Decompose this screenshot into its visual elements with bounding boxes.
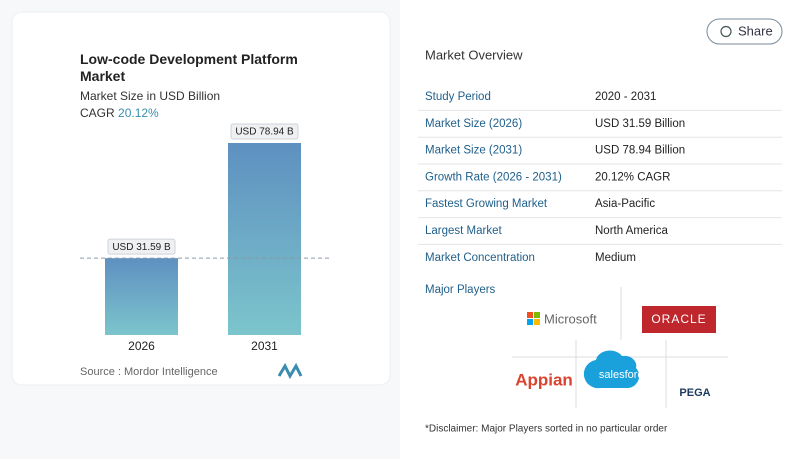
row-value: North America: [595, 225, 668, 237]
player-logo: Microsoft: [544, 311, 597, 326]
player-logo: ORACLE: [651, 312, 706, 326]
value-label: USD 78.94 B: [235, 127, 294, 138]
value-label: USD 31.59 B: [112, 242, 171, 253]
x-tick-label: 2031: [251, 339, 278, 353]
share-label[interactable]: Share: [738, 23, 773, 38]
bar: [105, 258, 178, 335]
row-label: Market Size (2031): [425, 145, 522, 157]
x-tick-label: 2026: [128, 339, 155, 353]
overview-title: Market Overview: [425, 47, 523, 62]
row-value: 2020 - 2031: [595, 91, 656, 103]
salesforce-logo-bg: [583, 350, 640, 389]
row-value: Medium: [595, 252, 636, 264]
chart-title: Low-code Development Platform Market: [80, 51, 298, 84]
player-logo: salesforce: [599, 369, 649, 381]
oracle-logo-bg: [642, 306, 716, 333]
player-logo: Appian: [515, 370, 573, 389]
cagr-value: 20.12%: [118, 106, 159, 120]
disclaimer: *Disclaimer: Major Players sorted in no …: [425, 424, 668, 435]
value-label-box: [107, 238, 176, 255]
row-label: Growth Rate (2026 - 2031): [425, 171, 562, 183]
bar: [228, 143, 301, 335]
row-label: Study Period: [425, 91, 491, 103]
row-label: Market Concentration: [425, 252, 535, 264]
value-label-box: [230, 123, 299, 140]
brand-logo: [277, 362, 303, 380]
row-value: Asia-Pacific: [595, 198, 655, 210]
row-label: Largest Market: [425, 225, 503, 237]
cagr: CAGR 20.12%: [80, 106, 159, 120]
share-button[interactable]: Share: [706, 18, 783, 45]
row-value: USD 78.94 Billion: [595, 145, 685, 157]
chart-card: [11, 11, 391, 386]
cagr-label: CAGR: [80, 106, 115, 120]
row-label: Market Size (2026): [425, 118, 522, 130]
player-logo: PEGA: [679, 387, 710, 399]
source: Source : Mordor Intelligence: [80, 366, 218, 378]
row-label: Fastest Growing Market: [425, 198, 548, 210]
players-title: Major Players: [425, 284, 496, 296]
row-value: USD 31.59 Billion: [595, 118, 685, 130]
row-value: 20.12% CAGR: [595, 171, 670, 183]
chart-subtitle: Market Size in USD Billion: [80, 89, 220, 103]
